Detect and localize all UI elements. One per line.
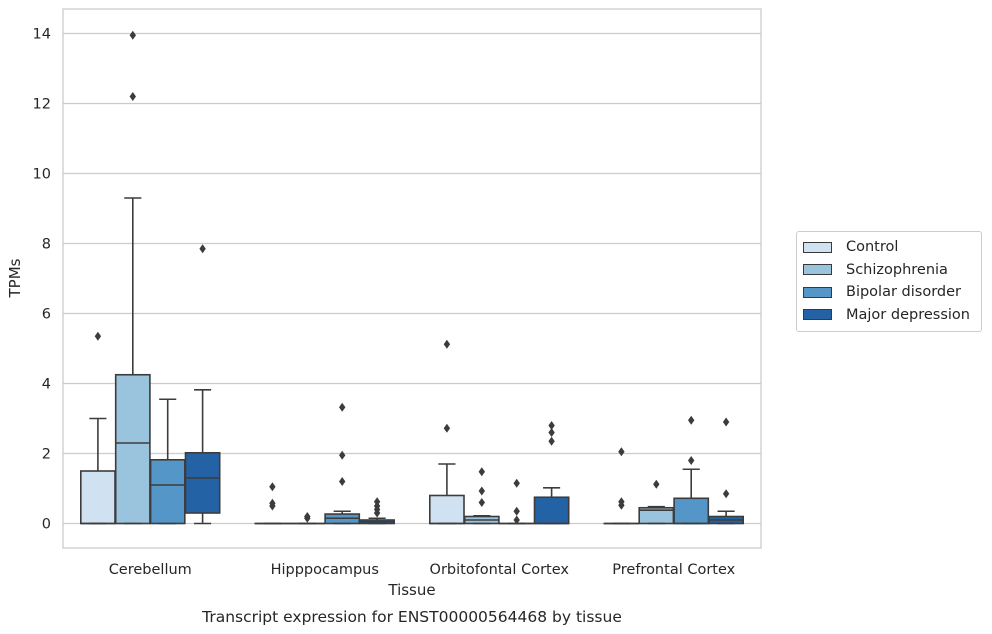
y-tick-label: 4 bbox=[42, 377, 51, 393]
outlier-point bbox=[129, 30, 136, 40]
outlier-point bbox=[548, 421, 555, 430]
legend-swatch bbox=[803, 309, 832, 321]
box-body bbox=[428, 494, 465, 525]
box-1-0 bbox=[114, 197, 151, 525]
y-tick-label: 6 bbox=[42, 307, 51, 323]
outlier-point bbox=[373, 497, 381, 507]
box-body bbox=[114, 373, 151, 525]
box-1-3 bbox=[638, 505, 675, 525]
outlier-point bbox=[478, 486, 485, 496]
outlier-point bbox=[269, 482, 276, 492]
x-tick-labels: Cerebellum Hipppocampus Orbitofontal Corte… bbox=[109, 562, 736, 578]
box-2-1 bbox=[324, 510, 361, 525]
box-body bbox=[79, 470, 116, 525]
outlier-point bbox=[443, 423, 451, 433]
outlier-point bbox=[129, 92, 136, 101]
legend-swatch bbox=[803, 286, 832, 298]
outlier-point bbox=[478, 467, 485, 477]
x-axis-label: Tissue bbox=[387, 581, 435, 599]
x-tick-label: Prefrontal Cortex bbox=[612, 562, 735, 578]
outlier-point bbox=[688, 456, 695, 465]
y-tick-label: 12 bbox=[33, 97, 51, 113]
legend-swatch bbox=[803, 241, 832, 253]
grid-lines bbox=[63, 32, 761, 525]
outlier-point bbox=[513, 506, 520, 516]
y-tick-label: 2 bbox=[42, 447, 51, 463]
outlier-point bbox=[513, 478, 520, 488]
outlier-point bbox=[618, 497, 625, 507]
legend-swatch bbox=[803, 264, 832, 276]
outlier-point bbox=[548, 428, 555, 437]
box-1-2 bbox=[463, 514, 500, 525]
outlier-point bbox=[653, 479, 660, 489]
outlier-point bbox=[478, 498, 485, 507]
outlier-point bbox=[199, 244, 206, 254]
outlier-point bbox=[443, 339, 451, 349]
legend-label: Bipolar disorder bbox=[846, 284, 961, 301]
outlier-point bbox=[722, 417, 730, 427]
outlier-points bbox=[94, 30, 730, 525]
box-3-1 bbox=[359, 517, 396, 525]
legend-label: Schizophrenia bbox=[846, 261, 948, 278]
box-body bbox=[673, 497, 710, 525]
outlier-point bbox=[339, 402, 346, 412]
outlier-point bbox=[339, 450, 346, 460]
y-tick-label: 10 bbox=[33, 167, 51, 183]
outlier-point bbox=[548, 436, 555, 446]
legend: Control Schizophrenia Bipolar disorder M… bbox=[796, 231, 982, 332]
y-axis-label: TPMs bbox=[6, 258, 24, 298]
outlier-point bbox=[688, 415, 695, 425]
box-2-0 bbox=[149, 398, 186, 525]
x-tick-label: Hipppocampus bbox=[271, 562, 379, 578]
x-tick-label: Orbitofontal Cortex bbox=[430, 562, 570, 578]
outlier-point bbox=[339, 477, 346, 486]
outlier-point bbox=[304, 512, 311, 521]
outlier-point bbox=[269, 498, 276, 508]
outlier-point bbox=[94, 331, 102, 341]
legend-item-control: Control bbox=[797, 236, 981, 259]
box-0-2 bbox=[428, 463, 465, 525]
legend-label: Major depression bbox=[846, 306, 970, 323]
y-tick-label: 8 bbox=[42, 237, 51, 253]
x-tick-label: Cerebellum bbox=[109, 562, 192, 578]
chart-title: Transcript expression for ENST0000056446… bbox=[201, 608, 622, 626]
plot-area bbox=[62, 8, 762, 549]
y-tick-label: 14 bbox=[33, 27, 51, 43]
outlier-point bbox=[618, 447, 625, 457]
legend-item-schizophrenia: Schizophrenia bbox=[797, 259, 981, 282]
outlier-point bbox=[513, 515, 520, 525]
boxes bbox=[79, 197, 745, 525]
box-3-0 bbox=[184, 388, 221, 525]
y-tick-label: 0 bbox=[42, 517, 51, 533]
box-body bbox=[533, 496, 570, 525]
legend-label: Control bbox=[846, 239, 899, 256]
box-2-3 bbox=[673, 468, 710, 525]
box-body bbox=[149, 458, 186, 525]
box-3-3 bbox=[708, 510, 745, 525]
box-body bbox=[184, 451, 221, 514]
legend-item-bipolar-disorder: Bipolar disorder bbox=[797, 281, 981, 304]
box-3-2 bbox=[533, 486, 570, 525]
box-0-0 bbox=[79, 417, 116, 525]
outlier-point bbox=[722, 489, 730, 499]
y-tick-labels: 0 2 4 6 8 10 12 14 bbox=[33, 27, 51, 533]
legend-item-major-depression: Major depression bbox=[797, 304, 981, 327]
